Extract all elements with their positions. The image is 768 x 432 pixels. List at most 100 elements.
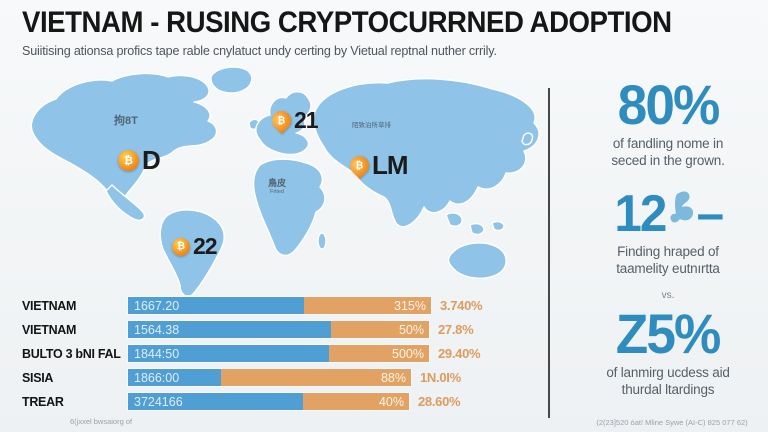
- stats-panel: 80% of fandling nome in seced in the gro…: [570, 73, 766, 399]
- bar-track: 1844:50 500%: [127, 344, 430, 363]
- bar-percent: 40%: [378, 394, 404, 409]
- bar-blue-segment: 1667.20: [128, 297, 304, 314]
- bar-orange-segment: 500%: [329, 345, 429, 362]
- stat-caption-75: of lanmirg ucdess aid thurdal ltardings: [606, 364, 730, 399]
- caption-line: seced in the grown.: [611, 153, 725, 169]
- bar-blue-segment: 1866:00: [128, 369, 221, 386]
- bar-orange-segment: 88%: [221, 369, 411, 386]
- marker-north-america: ₿ D: [118, 145, 161, 176]
- bar-value: 1564.38: [134, 322, 180, 337]
- australia-shape: [447, 242, 507, 279]
- bar-outside-label: 29.40%: [438, 346, 481, 361]
- bar-track: 1866:00 88%: [127, 368, 412, 387]
- bar-outside-label: 1N.0I%: [420, 370, 461, 385]
- map-label-africa: 鳥皮 Frited: [268, 178, 287, 195]
- bar-outside-label: 27.8%: [438, 322, 474, 337]
- marker-europe: ₿ 21: [268, 107, 319, 134]
- marker-label: 21: [294, 107, 319, 133]
- row-label: SISIA: [22, 370, 54, 385]
- marker-label: LM: [372, 150, 409, 180]
- chart-row: VIETNAM 1564.38 50% 27.8%: [22, 320, 552, 339]
- caption-line: Finding hraped of: [617, 244, 719, 260]
- vs-label: vs.: [661, 289, 675, 301]
- page-title: VIETNAM - RUSING CRYPTOCURRNED ADOPTION: [22, 6, 672, 39]
- bar-track: 3724166 40%: [127, 392, 410, 411]
- marker-label: D: [142, 145, 161, 175]
- bar-blue-segment: 1844:50: [128, 345, 329, 362]
- bitcoin-pin-icon: ₿: [268, 107, 295, 134]
- bitcoin-pin-icon: ₿: [346, 152, 373, 179]
- bar-value: 1844:50: [134, 346, 180, 361]
- stat-12-dash: –: [696, 184, 724, 243]
- bar-outside-label: 3.740%: [440, 298, 483, 313]
- chart-row: TREAR 3724166 40% 28.60%: [22, 392, 552, 411]
- bitcoin-symbol: ₿: [355, 160, 364, 171]
- adoption-bar-chart: VIETNAM 1667.20 315% 3.740% VIETNAM 1564…: [22, 296, 552, 417]
- header: VIETNAM - RUSING CRYPTOCURRNED ADOPTION …: [22, 6, 722, 58]
- sea-island-1: [445, 212, 463, 227]
- stat-12-prefix: 12: [614, 184, 667, 243]
- caption-line: thurdal ltardings: [621, 382, 715, 398]
- stat-caption-80: of fandling nome in seced in the grown.: [611, 135, 724, 170]
- page-subtitle: Suiitising ationsa profics tape rable cn…: [22, 43, 497, 58]
- stat-value-80: 80%: [617, 73, 721, 136]
- sea-island-3: [491, 220, 505, 232]
- bar-track: 1564.38 50%: [127, 320, 430, 339]
- bar-orange-segment: 40%: [303, 393, 409, 410]
- south-america-shape: [159, 209, 225, 295]
- bar-value: 1866:00: [134, 370, 180, 385]
- chart-row: VIETNAM 1667.20 315% 3.740%: [22, 296, 552, 315]
- bar-orange-segment: 315%: [304, 297, 431, 314]
- north-america-shape: [30, 72, 218, 202]
- row-label: TREAR: [22, 394, 64, 409]
- greenland-shape: [210, 66, 253, 94]
- bitcoin-symbol: ₿: [176, 241, 186, 252]
- bitcoin-marker-icon: ₿: [118, 150, 139, 171]
- world-map: 拘8T 陌致泊所草排 鳥皮 Frited ₿ D ₿ 21 ₿ 22 ₿ LM: [0, 65, 560, 295]
- map-label-north-america: 拘8T: [114, 115, 138, 127]
- bar-value: 3724166: [134, 394, 183, 409]
- bar-orange-segment: 50%: [331, 321, 429, 338]
- bar-blue-segment: 1564.38: [128, 321, 331, 338]
- bar-blue-segment: 3724166: [128, 393, 303, 410]
- vertical-divider: [548, 88, 550, 418]
- footnote-left: 6(jxxel bwsaiorg of: [70, 417, 133, 426]
- bar-track: 1667.20 315%: [127, 296, 432, 315]
- central-america-shape: [105, 184, 146, 221]
- chart-row: BULTO 3 bNI FAL 1844:50 500% 29.40%: [22, 344, 552, 363]
- bar-percent: 500%: [392, 346, 424, 361]
- chart-row: SISIA 1866:00 88% 1N.0I%: [22, 368, 552, 387]
- marker-label: 22: [193, 233, 218, 259]
- bar-value: 1667.20: [134, 298, 180, 313]
- madagascar-shape: [317, 232, 327, 250]
- caption-line: taamelity eutnırtta: [616, 261, 720, 277]
- bitcoin-marker-icon: ₿: [172, 237, 190, 256]
- marker-south-america: ₿ 22: [172, 233, 218, 260]
- row-label: VIETNAM: [22, 298, 77, 313]
- sea-island-2: [469, 222, 485, 236]
- marker-asia: ₿ LM: [346, 150, 409, 181]
- bar-percent: 50%: [398, 322, 424, 337]
- caption-line: of lanmirg ucdess aid: [606, 364, 730, 380]
- map-label-africa-subtext: Frited: [269, 188, 285, 195]
- stat-value-75: Z5%: [616, 301, 722, 365]
- row-label: BULTO 3 bNI FAL: [22, 346, 121, 361]
- bar-outside-label: 28.60%: [418, 394, 461, 409]
- bitcoin-symbol: ₿: [277, 115, 286, 126]
- map-label-russia: 陌致泊所草排: [352, 122, 391, 129]
- stat-caption-12: Finding hraped of taamelity eutnırtta: [616, 243, 720, 278]
- world-map-svg: [30, 66, 540, 295]
- row-label: VIETNAM: [22, 322, 77, 337]
- japan-shape: [521, 132, 534, 146]
- map-label-africa-text: 鳥皮: [268, 178, 287, 188]
- caption-line: of fandling nome in: [612, 136, 724, 152]
- stat-value-12: 12 –: [613, 184, 724, 243]
- bitcoin-symbol: ₿: [124, 154, 133, 167]
- africa-shape: [252, 158, 326, 256]
- bar-percent: 88%: [380, 370, 406, 385]
- bar-percent: 315%: [394, 298, 426, 313]
- garbled-glyph-icon: [670, 191, 694, 223]
- footnote-right: (2(23]520 óat! Mline Sywe (AI-C) 825 077…: [596, 418, 748, 427]
- asia-shape: [312, 78, 540, 228]
